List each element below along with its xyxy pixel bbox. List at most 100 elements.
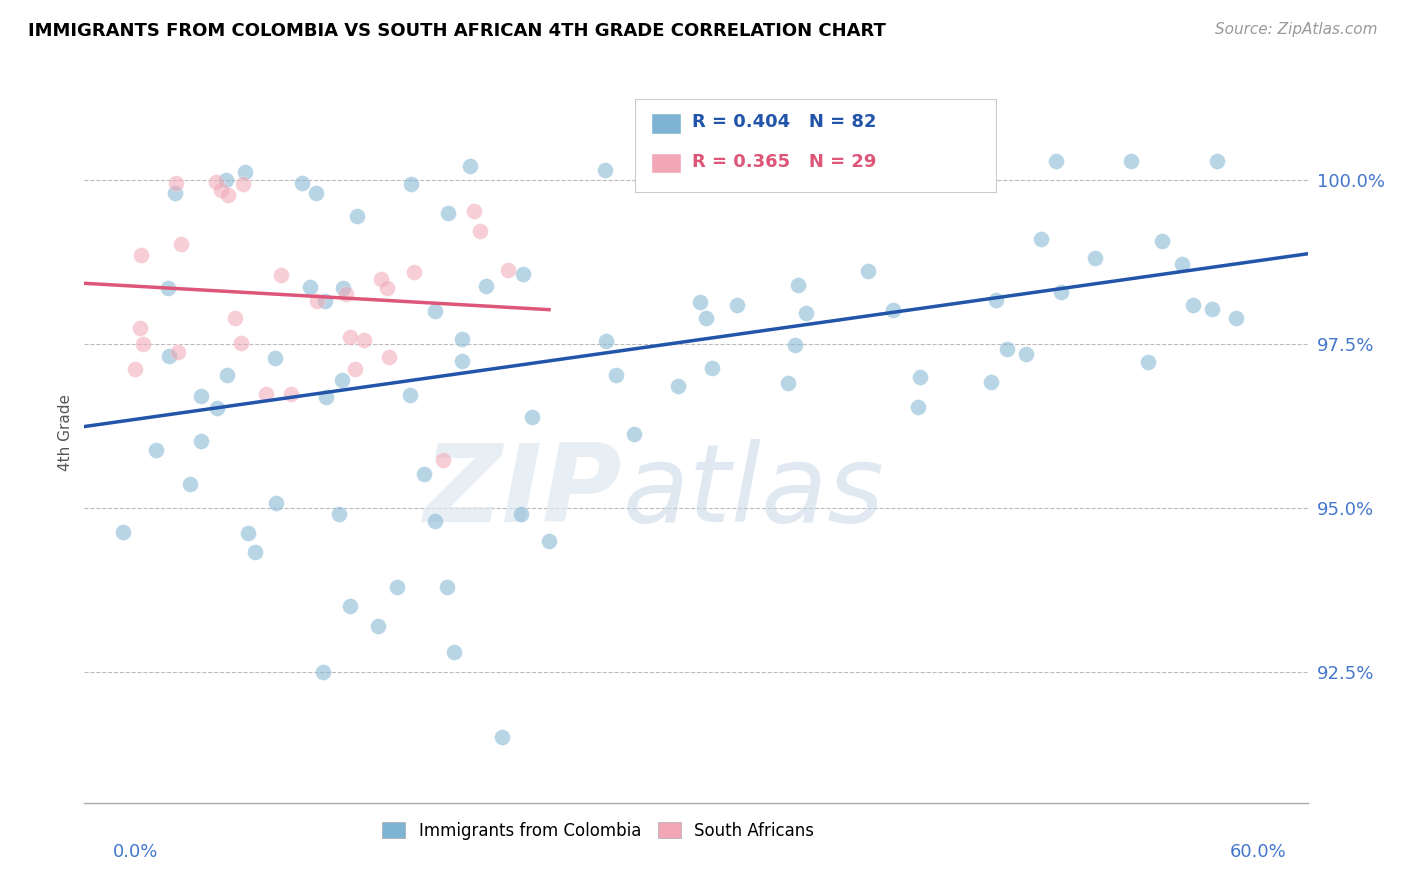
Point <box>1015 346 1038 360</box>
Point <box>132 336 155 351</box>
Point <box>1084 252 1107 266</box>
Point <box>129 247 152 261</box>
Point <box>305 186 328 200</box>
Point <box>689 295 711 310</box>
Text: IMMIGRANTS FROM COLOMBIA VS SOUTH AFRICAN 4TH GRADE CORRELATION CHART: IMMIGRANTS FROM COLOMBIA VS SOUTH AFRICA… <box>28 22 886 40</box>
Point <box>205 175 228 189</box>
Point <box>166 345 188 359</box>
Point <box>314 293 336 308</box>
Point <box>375 281 398 295</box>
Point <box>399 177 422 191</box>
Point <box>217 368 239 382</box>
FancyBboxPatch shape <box>651 153 682 173</box>
Text: atlas: atlas <box>623 440 884 544</box>
Point <box>124 362 146 376</box>
Point <box>787 278 810 293</box>
Point <box>233 164 256 178</box>
Point <box>298 280 321 294</box>
Point <box>145 442 167 457</box>
Point <box>510 507 533 521</box>
Point <box>491 731 513 745</box>
Point <box>520 409 543 424</box>
Point <box>399 388 422 402</box>
Point <box>263 351 285 365</box>
Point <box>984 293 1007 307</box>
Point <box>725 298 748 312</box>
Point <box>907 400 929 414</box>
Point <box>605 368 627 382</box>
Text: ZIP: ZIP <box>425 439 623 545</box>
Point <box>1205 153 1227 168</box>
Point <box>443 645 465 659</box>
Point <box>1225 310 1247 325</box>
Point <box>595 163 617 178</box>
Point <box>346 209 368 223</box>
Point <box>695 310 717 325</box>
Point <box>307 294 329 309</box>
Point <box>402 265 425 279</box>
Point <box>778 376 800 390</box>
Point <box>623 427 645 442</box>
Point <box>353 333 375 347</box>
Point <box>496 263 519 277</box>
Point <box>315 390 337 404</box>
Point <box>169 237 191 252</box>
Text: R = 0.365   N = 29: R = 0.365 N = 29 <box>692 153 877 171</box>
Point <box>209 183 232 197</box>
Point <box>270 268 292 282</box>
Point <box>165 176 187 190</box>
Point <box>450 354 472 368</box>
Point <box>339 329 361 343</box>
Y-axis label: 4th Grade: 4th Grade <box>58 394 73 471</box>
Point <box>512 268 534 282</box>
Point <box>425 514 447 528</box>
FancyBboxPatch shape <box>636 99 995 192</box>
Point <box>595 334 617 348</box>
Point <box>436 580 458 594</box>
Point <box>686 168 709 182</box>
Point <box>1201 302 1223 317</box>
Point <box>291 176 314 190</box>
Point <box>458 159 481 173</box>
Point <box>856 264 879 278</box>
Point <box>1152 234 1174 248</box>
Point <box>783 338 806 352</box>
Text: 60.0%: 60.0% <box>1230 843 1286 861</box>
Text: Source: ZipAtlas.com: Source: ZipAtlas.com <box>1215 22 1378 37</box>
Point <box>190 434 212 449</box>
Text: 0.0%: 0.0% <box>112 843 157 861</box>
Point <box>413 467 436 481</box>
Point <box>794 305 817 319</box>
Point <box>367 619 389 633</box>
FancyBboxPatch shape <box>651 113 682 134</box>
Point <box>236 525 259 540</box>
Point <box>243 545 266 559</box>
Point <box>537 533 560 548</box>
Point <box>205 401 228 416</box>
Point <box>387 580 409 594</box>
Point <box>312 665 335 680</box>
Point <box>666 379 689 393</box>
Point <box>266 496 288 510</box>
Point <box>908 369 931 384</box>
Point <box>980 375 1002 389</box>
Text: R = 0.404   N = 82: R = 0.404 N = 82 <box>692 113 877 131</box>
Point <box>721 153 744 168</box>
Point <box>339 599 361 614</box>
Point <box>882 303 904 318</box>
Point <box>229 335 252 350</box>
Point <box>463 204 485 219</box>
Point <box>165 186 187 201</box>
Point <box>700 361 723 376</box>
Point <box>156 281 179 295</box>
Point <box>232 177 254 191</box>
Point <box>157 349 180 363</box>
Point <box>1031 232 1053 246</box>
Point <box>1171 257 1194 271</box>
Point <box>370 272 392 286</box>
Point <box>179 476 201 491</box>
Point <box>330 373 353 387</box>
Point <box>215 173 238 187</box>
Point <box>451 332 474 346</box>
Point <box>128 321 150 335</box>
